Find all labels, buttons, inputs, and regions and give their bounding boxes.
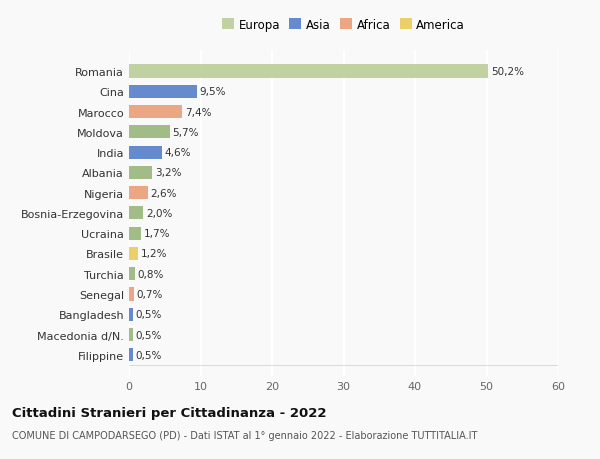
Text: 7,4%: 7,4% bbox=[185, 107, 211, 118]
Bar bbox=[129, 308, 133, 321]
Text: 4,6%: 4,6% bbox=[165, 148, 191, 158]
Bar bbox=[129, 187, 148, 200]
Bar bbox=[129, 328, 133, 341]
Text: 3,2%: 3,2% bbox=[155, 168, 181, 178]
Text: 0,5%: 0,5% bbox=[136, 350, 162, 360]
Text: 5,7%: 5,7% bbox=[173, 128, 199, 138]
Text: 1,7%: 1,7% bbox=[144, 229, 170, 239]
Text: 50,2%: 50,2% bbox=[491, 67, 524, 77]
Bar bbox=[129, 85, 197, 99]
Text: 2,6%: 2,6% bbox=[151, 188, 177, 198]
Bar bbox=[129, 207, 143, 220]
Bar bbox=[129, 227, 141, 240]
Bar bbox=[129, 348, 133, 362]
Text: 0,7%: 0,7% bbox=[137, 289, 163, 299]
Text: 1,2%: 1,2% bbox=[140, 249, 167, 259]
Text: 0,8%: 0,8% bbox=[137, 269, 164, 279]
Bar bbox=[129, 65, 488, 78]
Text: COMUNE DI CAMPODARSEGO (PD) - Dati ISTAT al 1° gennaio 2022 - Elaborazione TUTTI: COMUNE DI CAMPODARSEGO (PD) - Dati ISTAT… bbox=[12, 431, 478, 441]
Legend: Europa, Asia, Africa, America: Europa, Asia, Africa, America bbox=[217, 14, 470, 36]
Text: 9,5%: 9,5% bbox=[200, 87, 226, 97]
Text: Cittadini Stranieri per Cittadinanza - 2022: Cittadini Stranieri per Cittadinanza - 2… bbox=[12, 406, 326, 419]
Text: 0,5%: 0,5% bbox=[136, 309, 162, 319]
Bar bbox=[129, 106, 182, 119]
Bar bbox=[129, 146, 162, 159]
Bar bbox=[129, 167, 152, 179]
Bar bbox=[129, 288, 134, 301]
Text: 0,5%: 0,5% bbox=[136, 330, 162, 340]
Bar bbox=[129, 126, 170, 139]
Bar bbox=[129, 268, 135, 280]
Text: 2,0%: 2,0% bbox=[146, 208, 173, 218]
Bar bbox=[129, 247, 137, 260]
